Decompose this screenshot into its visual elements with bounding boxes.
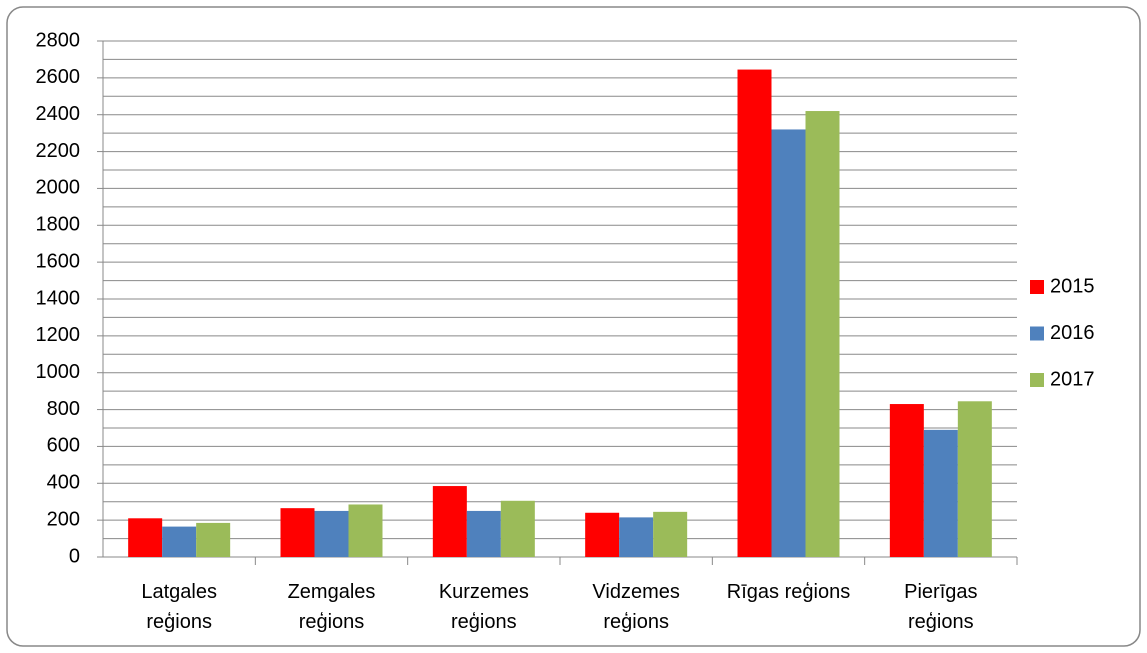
bar <box>889 404 924 557</box>
legend-swatch <box>1030 326 1044 341</box>
y-tick-label: 2600 <box>36 66 81 88</box>
y-tick-label: 2000 <box>36 177 81 199</box>
bar <box>348 504 383 557</box>
y-tick-label: 200 <box>47 508 80 530</box>
chart-border <box>6 6 1141 647</box>
bar <box>737 69 772 558</box>
y-tick-label: 600 <box>47 435 80 457</box>
legend-swatch <box>1030 373 1044 387</box>
x-tick-label: Zemgales reģions <box>287 581 376 633</box>
y-tick-label: 2200 <box>36 140 81 162</box>
bar <box>432 486 467 557</box>
bar <box>128 518 163 557</box>
y-tick-label: 1400 <box>36 287 81 309</box>
y-tick-label: 800 <box>47 398 80 420</box>
legend-label: 2017 <box>1050 368 1095 390</box>
bar <box>923 429 958 557</box>
y-tick-label: 1200 <box>36 324 81 346</box>
y-tick-label: 2400 <box>36 103 81 125</box>
y-tick-label: 1800 <box>36 214 81 236</box>
bar <box>805 111 840 558</box>
bar <box>466 510 501 557</box>
y-tick-label: 2800 <box>36 29 81 51</box>
y-tick-label: 0 <box>69 545 80 567</box>
bar <box>314 510 349 557</box>
bar <box>500 500 535 557</box>
bar <box>162 526 197 557</box>
bar <box>196 522 231 557</box>
legend-label: 2015 <box>1050 275 1095 297</box>
x-tick-label: Kurzemes reģions <box>438 581 529 633</box>
y-tick-label: 1600 <box>36 250 81 272</box>
y-tick-label: 400 <box>47 472 80 494</box>
bar <box>957 401 992 557</box>
bar <box>771 129 806 557</box>
bar <box>280 508 315 557</box>
y-tick-label: 1000 <box>36 361 81 383</box>
x-tick-label: Pierīgas reģions <box>904 581 978 633</box>
x-tick-label: Vidzemes reģions <box>592 581 680 633</box>
x-tick-label: Latgales reģions <box>141 581 217 633</box>
bar <box>619 517 654 557</box>
bar <box>585 512 620 557</box>
legend-swatch <box>1030 280 1044 294</box>
legend-label: 2016 <box>1050 322 1095 344</box>
x-tick-label: Rīgas reģions <box>726 581 851 603</box>
bar <box>653 511 688 557</box>
